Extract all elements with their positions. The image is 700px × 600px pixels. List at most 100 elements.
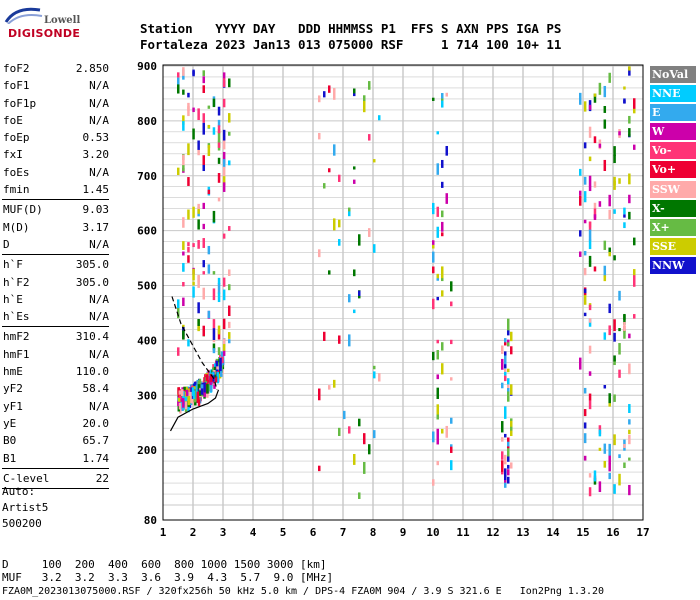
separator [2,254,109,256]
echo-point [212,98,216,108]
echo-point [222,318,226,330]
echo-point [378,373,381,382]
echo-point [507,469,510,476]
echo-point [207,245,211,255]
echo-point [501,460,504,472]
echo-point [348,334,351,347]
echo-point [212,371,215,382]
echo-point [207,124,211,129]
echo-point [441,159,444,168]
echo-point [353,166,356,170]
echo-point [207,189,211,195]
echo-point [598,481,602,493]
echo-point [192,268,195,281]
echo-point [608,194,611,207]
echo-point [628,404,631,413]
echo-point [450,446,453,453]
echo-point [200,384,204,389]
param-label: foE [3,113,23,127]
echo-point [222,137,226,150]
echo-point [583,387,587,394]
echo-point [608,472,611,480]
echo-point [613,332,616,342]
param-value: N/A [89,399,109,413]
echo-point [603,275,607,282]
echo-point [373,430,376,439]
param-row: foEs N/A [2,164,109,181]
echo-point [583,250,587,256]
echo-point [588,104,592,110]
echo-point [187,106,190,117]
echo-point [217,125,221,134]
echo-point [436,374,439,380]
echo-point [436,273,439,279]
param-label: hmF2 [3,330,30,344]
echo-point [217,106,221,116]
echo-point [197,108,200,121]
echo-point [598,201,602,207]
logo-product: DIGISONDE [8,27,81,40]
echo-point [202,76,205,84]
echo-point [613,484,616,494]
x-tick-label: 10 [426,526,439,539]
param-value: 3.20 [82,148,110,162]
echo-point [323,91,326,98]
x-tick-label: 13 [516,526,529,539]
echo-point [222,78,226,88]
echo-point [212,210,216,223]
echo-point [318,249,321,258]
footer-file-info: FZA0M_2023013075000.RSF / 320fx256h 50 k… [2,586,605,597]
logo-company: Lowell [44,15,81,26]
echo-point [507,384,510,389]
echo-point [593,181,597,188]
echo-point [593,266,597,272]
echo-point [177,400,180,407]
echo-point [628,173,631,185]
y-tick-label: 80 [144,514,157,527]
echo-point [228,269,231,276]
echo-point [504,351,507,356]
echo-point [623,462,626,469]
echo-point [202,271,205,275]
legend-item: NNE [650,85,696,103]
echo-point [373,159,376,163]
x-tick-label: 8 [370,526,377,539]
param-label: yF2 [3,382,23,396]
echo-point [504,454,507,465]
x-tick-label: 11 [456,526,470,539]
echo-point [333,88,336,100]
echo-point [222,338,226,347]
echo-point [501,358,504,370]
echo-point [217,347,221,356]
echo-point [323,331,326,341]
echo-point [603,385,607,389]
echo-point [608,462,611,472]
echo-point [323,183,326,189]
echo-point [623,207,626,215]
echo-point [348,209,351,217]
echo-point [608,443,611,456]
echo-point [202,223,205,230]
param-row: foF1 N/A [2,77,109,94]
echo-point [504,482,507,488]
echo-point [228,284,231,291]
echo-point [613,209,616,214]
echo-point [217,173,221,183]
echo-point [603,443,607,454]
echo-point [207,144,211,156]
doppler-legend: NoVal NNE E W Vo- Vo+ SSW X- X+ SSE NNW [650,66,696,276]
echo-point [436,339,439,344]
echo-point [178,395,182,400]
echo-point [628,194,631,204]
echo-point [588,393,592,401]
echo-point [338,427,341,437]
echo-point [348,426,351,434]
x-tick-label: 9 [400,526,407,539]
param-row: C-level 22 [2,470,109,487]
echo-point [450,377,453,381]
echo-point [613,434,616,446]
echo-point [432,266,435,274]
param-label: foEp [3,131,30,145]
param-value: 110.0 [75,365,109,379]
echo-point [182,67,185,76]
